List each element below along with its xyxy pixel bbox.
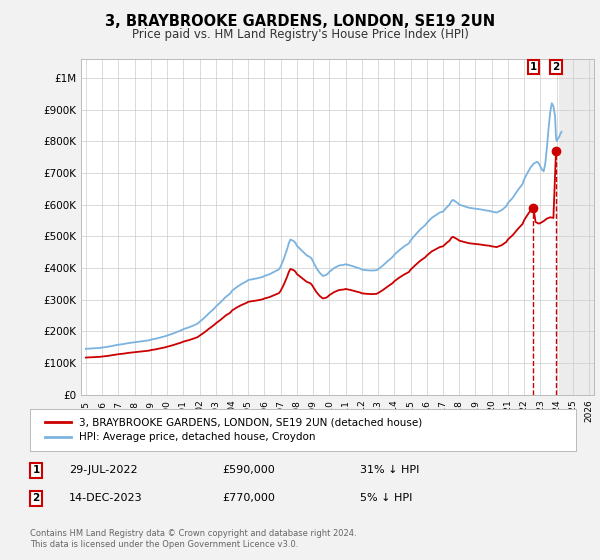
- Bar: [559, 59, 594, 395]
- Text: 3, BRAYBROOKE GARDENS, LONDON, SE19 2UN: 3, BRAYBROOKE GARDENS, LONDON, SE19 2UN: [105, 14, 495, 29]
- Text: 29-JUL-2022: 29-JUL-2022: [69, 465, 137, 475]
- Text: 2: 2: [553, 62, 560, 72]
- Text: 1: 1: [32, 465, 40, 475]
- Text: £590,000: £590,000: [222, 465, 275, 475]
- Text: Price paid vs. HM Land Registry's House Price Index (HPI): Price paid vs. HM Land Registry's House …: [131, 28, 469, 41]
- Text: Contains HM Land Registry data © Crown copyright and database right 2024.
This d: Contains HM Land Registry data © Crown c…: [30, 529, 356, 549]
- Text: 1: 1: [530, 62, 537, 72]
- Text: £770,000: £770,000: [222, 493, 275, 503]
- Legend: 3, BRAYBROOKE GARDENS, LONDON, SE19 2UN (detached house), HPI: Average price, de: 3, BRAYBROOKE GARDENS, LONDON, SE19 2UN …: [41, 413, 427, 446]
- Text: 14-DEC-2023: 14-DEC-2023: [69, 493, 143, 503]
- Text: 31% ↓ HPI: 31% ↓ HPI: [360, 465, 419, 475]
- Text: 5% ↓ HPI: 5% ↓ HPI: [360, 493, 412, 503]
- Text: 2: 2: [32, 493, 40, 503]
